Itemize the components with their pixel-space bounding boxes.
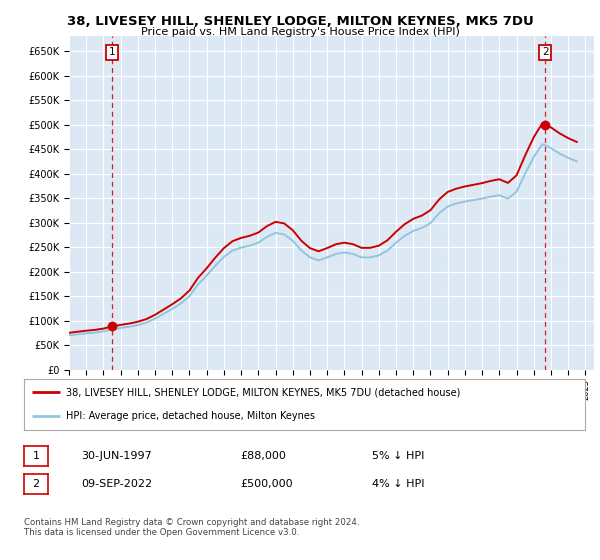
Text: HPI: Average price, detached house, Milton Keynes: HPI: Average price, detached house, Milt… bbox=[66, 411, 315, 421]
Text: 2: 2 bbox=[32, 479, 40, 489]
Text: 4% ↓ HPI: 4% ↓ HPI bbox=[372, 479, 425, 489]
Text: Contains HM Land Registry data © Crown copyright and database right 2024.
This d: Contains HM Land Registry data © Crown c… bbox=[24, 518, 359, 538]
Text: 1: 1 bbox=[109, 48, 115, 57]
Text: £88,000: £88,000 bbox=[240, 451, 286, 461]
Text: Price paid vs. HM Land Registry's House Price Index (HPI): Price paid vs. HM Land Registry's House … bbox=[140, 27, 460, 37]
Text: 2: 2 bbox=[542, 48, 548, 57]
Text: £500,000: £500,000 bbox=[240, 479, 293, 489]
Text: 09-SEP-2022: 09-SEP-2022 bbox=[81, 479, 152, 489]
Text: 30-JUN-1997: 30-JUN-1997 bbox=[81, 451, 152, 461]
Text: 38, LIVESEY HILL, SHENLEY LODGE, MILTON KEYNES, MK5 7DU (detached house): 38, LIVESEY HILL, SHENLEY LODGE, MILTON … bbox=[66, 388, 460, 398]
Text: 5% ↓ HPI: 5% ↓ HPI bbox=[372, 451, 424, 461]
Text: 38, LIVESEY HILL, SHENLEY LODGE, MILTON KEYNES, MK5 7DU: 38, LIVESEY HILL, SHENLEY LODGE, MILTON … bbox=[67, 15, 533, 28]
Text: 1: 1 bbox=[32, 451, 40, 461]
